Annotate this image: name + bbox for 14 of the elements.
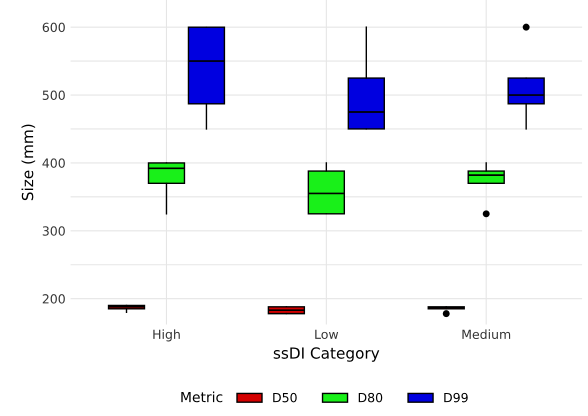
y-tick-label: 500 [42,90,65,100]
y-tick-label: 300 [42,226,65,236]
x-axis-title: ssDI Category [274,347,380,362]
y-tick-label: 400 [42,158,65,168]
x-tick-label: High [153,329,180,342]
y-tick-label: 200 [42,294,65,304]
x-tick-label: Low [315,330,338,340]
legend-label: D80 [358,392,382,402]
y-tick-label: 600 [42,22,65,32]
y-axis-title: Size (mm) [22,124,36,200]
x-tick-label: Medium [462,329,510,340]
legend-title: Metric [181,392,222,402]
legend-label: D99 [444,392,468,402]
legend-label: D50 [273,392,297,402]
